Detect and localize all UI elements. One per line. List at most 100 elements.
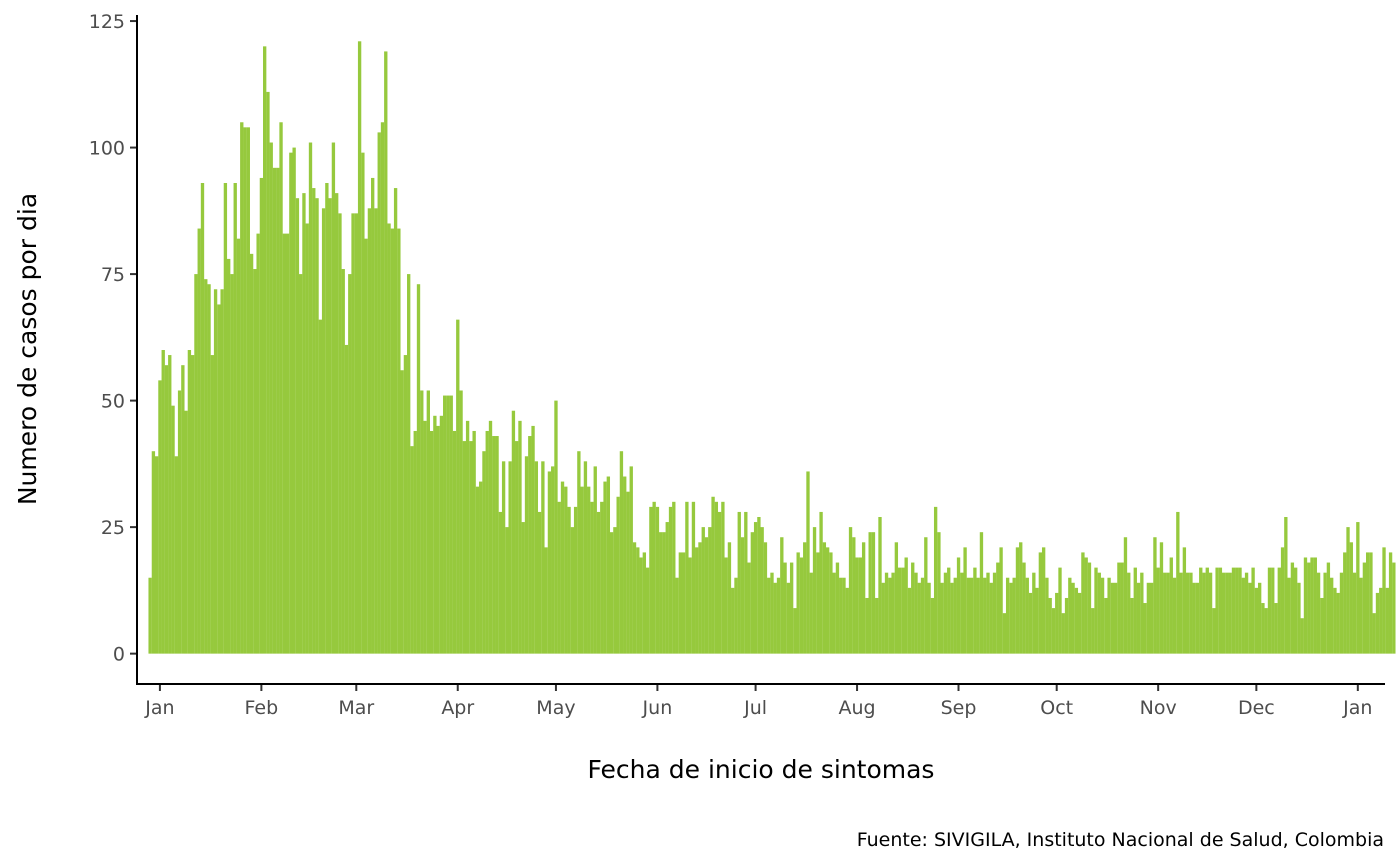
bar <box>861 542 866 654</box>
bar <box>1123 537 1128 654</box>
bar <box>1362 562 1367 654</box>
bar <box>907 587 912 654</box>
y-tick-label: 50 <box>101 391 125 413</box>
bar <box>979 532 984 654</box>
bar <box>901 567 905 654</box>
bar <box>220 289 224 654</box>
bar <box>573 506 578 654</box>
bar <box>750 532 755 654</box>
bar <box>727 542 732 654</box>
bar <box>724 557 728 654</box>
bar <box>551 466 555 654</box>
bar <box>822 542 827 654</box>
bar <box>547 471 552 654</box>
bar <box>590 501 594 654</box>
bar <box>1110 582 1115 654</box>
bar <box>367 208 372 654</box>
bar <box>757 517 761 654</box>
bar <box>583 461 588 654</box>
x-tick-label: Apr <box>441 697 474 719</box>
bar <box>528 436 532 654</box>
bar <box>1133 567 1137 654</box>
bar <box>1290 562 1295 654</box>
bar <box>1048 597 1052 654</box>
bar <box>1032 572 1036 654</box>
bar <box>796 552 800 654</box>
bar <box>335 193 339 654</box>
bar <box>924 537 928 654</box>
bar <box>825 547 830 654</box>
bar <box>384 51 388 654</box>
bar <box>956 557 961 654</box>
bar <box>717 511 722 654</box>
bar <box>721 501 725 654</box>
bar <box>253 269 257 654</box>
bar <box>1061 613 1065 654</box>
bar <box>1323 572 1327 654</box>
bar <box>1349 542 1353 654</box>
bar <box>299 274 303 654</box>
bar <box>1271 567 1275 654</box>
bar <box>227 258 231 654</box>
bar <box>996 562 1000 654</box>
bar <box>623 476 627 654</box>
bar <box>675 577 679 654</box>
bar <box>665 522 669 654</box>
bar <box>289 152 293 654</box>
bar <box>567 506 571 654</box>
bar <box>393 188 398 654</box>
bar <box>459 390 463 654</box>
bar <box>377 132 381 654</box>
bar <box>1087 562 1092 654</box>
bar <box>1287 577 1291 654</box>
bar <box>390 228 394 654</box>
bar <box>364 238 368 654</box>
bar <box>897 567 902 654</box>
bar <box>780 537 784 654</box>
bar <box>269 142 273 654</box>
bar <box>760 527 764 654</box>
y-tick-label: 100 <box>89 138 125 160</box>
bar <box>331 142 336 654</box>
bar <box>1225 572 1229 654</box>
bar <box>351 213 355 654</box>
bar <box>1117 562 1121 654</box>
bar <box>691 501 696 654</box>
bar <box>652 501 656 654</box>
bar <box>1074 587 1079 654</box>
bar <box>842 577 846 654</box>
bar <box>1199 567 1203 654</box>
bar <box>969 577 974 654</box>
bar <box>433 415 437 654</box>
bar <box>485 430 489 654</box>
bar <box>1264 608 1268 654</box>
bar <box>878 517 882 654</box>
x-axis-title: Fecha de inicio de sintomas <box>588 755 935 784</box>
bar <box>439 415 444 654</box>
bar <box>839 577 843 654</box>
bar <box>786 582 791 654</box>
bar <box>681 552 686 654</box>
bar <box>1189 572 1193 654</box>
bar <box>767 577 771 654</box>
bar <box>708 527 712 654</box>
bar <box>1277 567 1281 654</box>
bar <box>789 562 794 654</box>
bar <box>865 597 869 654</box>
bar <box>1159 542 1164 654</box>
bar <box>1392 562 1396 654</box>
x-tick-label: Feb <box>245 697 279 719</box>
bar <box>1202 572 1206 654</box>
bar <box>213 289 218 654</box>
bar <box>737 511 741 654</box>
bar <box>1254 587 1259 654</box>
bar <box>600 501 604 654</box>
bar <box>200 183 205 654</box>
bar <box>685 501 689 654</box>
bar <box>1212 608 1216 654</box>
bar <box>1218 567 1223 654</box>
bar <box>953 577 957 654</box>
bar <box>1388 552 1393 654</box>
bar <box>613 527 617 654</box>
bar <box>305 223 309 654</box>
